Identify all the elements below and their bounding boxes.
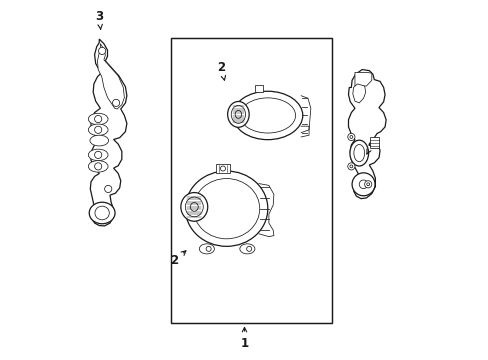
Circle shape — [94, 163, 102, 170]
Circle shape — [246, 246, 251, 251]
Ellipse shape — [88, 149, 108, 161]
Text: 3: 3 — [95, 10, 103, 29]
Circle shape — [349, 135, 352, 138]
Ellipse shape — [353, 144, 364, 162]
Ellipse shape — [227, 102, 249, 127]
Ellipse shape — [349, 140, 368, 166]
Polygon shape — [97, 44, 124, 109]
Circle shape — [99, 47, 105, 54]
Ellipse shape — [193, 179, 259, 239]
Ellipse shape — [232, 91, 302, 140]
Bar — [369, 137, 378, 148]
Polygon shape — [354, 72, 371, 86]
Ellipse shape — [240, 98, 295, 133]
Text: 1: 1 — [240, 328, 248, 350]
Ellipse shape — [95, 206, 109, 220]
Text: 2: 2 — [170, 251, 185, 267]
Ellipse shape — [185, 197, 203, 217]
Circle shape — [347, 163, 354, 170]
Polygon shape — [352, 84, 365, 103]
Circle shape — [220, 166, 225, 171]
Ellipse shape — [89, 202, 115, 224]
Circle shape — [206, 246, 211, 251]
Bar — [171, 39, 332, 323]
Ellipse shape — [88, 161, 108, 172]
Ellipse shape — [181, 193, 207, 221]
Circle shape — [351, 173, 374, 196]
Ellipse shape — [231, 105, 245, 123]
Text: 2: 2 — [217, 60, 225, 80]
Bar — [254, 85, 263, 92]
Circle shape — [94, 126, 102, 134]
Polygon shape — [90, 39, 126, 226]
Ellipse shape — [88, 113, 108, 125]
Bar — [171, 39, 332, 323]
Ellipse shape — [190, 203, 198, 211]
Circle shape — [359, 180, 367, 189]
Ellipse shape — [199, 244, 214, 254]
Ellipse shape — [235, 111, 241, 118]
Circle shape — [366, 183, 369, 186]
Circle shape — [94, 116, 102, 123]
Circle shape — [349, 165, 352, 168]
Ellipse shape — [185, 171, 267, 246]
Ellipse shape — [88, 124, 108, 135]
Ellipse shape — [90, 135, 108, 146]
Circle shape — [364, 181, 371, 188]
Circle shape — [104, 185, 112, 193]
Polygon shape — [348, 69, 386, 199]
Bar — [215, 164, 230, 173]
Ellipse shape — [239, 244, 254, 254]
Text: 4: 4 — [366, 138, 375, 154]
Circle shape — [112, 99, 120, 107]
Circle shape — [347, 134, 354, 140]
Circle shape — [94, 151, 102, 158]
